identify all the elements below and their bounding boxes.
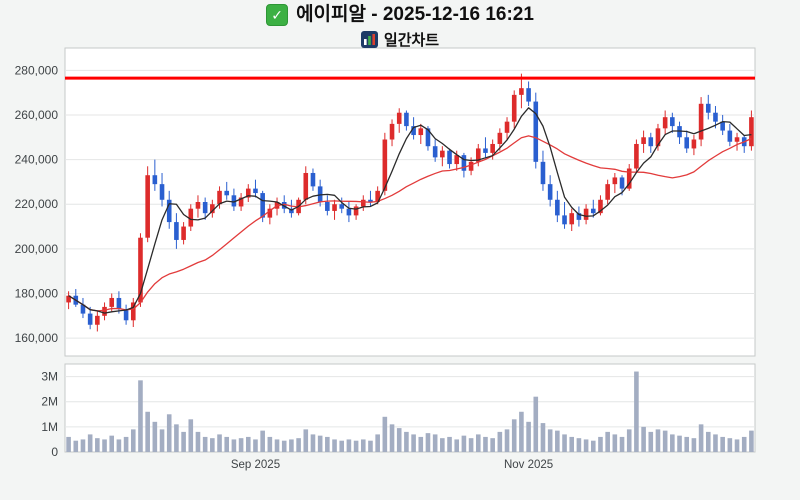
svg-text:160,000: 160,000 — [15, 331, 59, 345]
svg-text:2M: 2M — [41, 395, 58, 409]
svg-text:200,000: 200,000 — [15, 242, 59, 256]
svg-text:Nov 2025: Nov 2025 — [504, 459, 553, 471]
gridlines — [65, 69, 755, 428]
page-title: 에이피알 - 2025-12-16 16:21 — [296, 4, 534, 25]
svg-text:0: 0 — [51, 445, 58, 459]
svg-text:260,000: 260,000 — [15, 108, 59, 122]
check-icon: ✓ — [266, 4, 289, 26]
axis-labels: 280,000 260,000 240,000 220,000 200,000 180,0… — [15, 63, 554, 471]
chart-type-label: 일간차트 — [383, 32, 440, 49]
svg-text:280,000: 280,000 — [15, 63, 59, 77]
title-row: ✓ 에이피알 - 2025-12-16 16:21 — [0, 3, 800, 27]
svg-text:180,000: 180,000 — [15, 287, 59, 301]
daily-candlestick-chart: 280,000 260,000 240,000 220,000 200,000 180,0… — [15, 47, 756, 471]
chart-header: ✓ 에이피알 - 2025-12-16 16:21 일간차트 — [0, 3, 800, 50]
candles — [66, 73, 754, 332]
svg-text:220,000: 220,000 — [15, 197, 59, 211]
svg-text:1M: 1M — [41, 420, 58, 434]
bar-chart-icon — [360, 31, 378, 48]
svg-text:240,000: 240,000 — [15, 153, 59, 167]
svg-text:Sep 2025: Sep 2025 — [231, 459, 280, 471]
subtitle-row: 일간차트 — [0, 29, 800, 50]
svg-text:3M: 3M — [41, 370, 58, 384]
volume-bars — [66, 371, 754, 452]
